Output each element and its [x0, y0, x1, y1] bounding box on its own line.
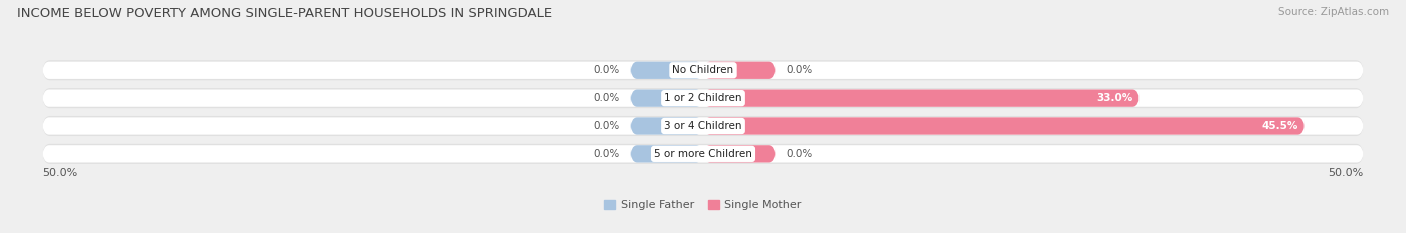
Text: 0.0%: 0.0%: [593, 93, 620, 103]
Text: 33.0%: 33.0%: [1097, 93, 1133, 103]
FancyBboxPatch shape: [42, 117, 1364, 135]
Text: Source: ZipAtlas.com: Source: ZipAtlas.com: [1278, 7, 1389, 17]
Text: 45.5%: 45.5%: [1261, 121, 1298, 131]
FancyBboxPatch shape: [42, 88, 1364, 108]
Text: 50.0%: 50.0%: [42, 168, 77, 178]
FancyBboxPatch shape: [42, 89, 1364, 107]
Text: 5 or more Children: 5 or more Children: [654, 149, 752, 159]
FancyBboxPatch shape: [630, 62, 703, 79]
Text: 0.0%: 0.0%: [593, 149, 620, 159]
Text: 1 or 2 Children: 1 or 2 Children: [664, 93, 742, 103]
Text: 0.0%: 0.0%: [593, 65, 620, 75]
FancyBboxPatch shape: [42, 116, 1364, 136]
FancyBboxPatch shape: [42, 144, 1364, 164]
FancyBboxPatch shape: [703, 89, 1139, 107]
FancyBboxPatch shape: [630, 89, 703, 107]
Text: No Children: No Children: [672, 65, 734, 75]
FancyBboxPatch shape: [630, 145, 703, 162]
FancyBboxPatch shape: [42, 62, 1364, 79]
FancyBboxPatch shape: [42, 60, 1364, 80]
FancyBboxPatch shape: [42, 145, 1364, 162]
FancyBboxPatch shape: [703, 62, 776, 79]
Text: 0.0%: 0.0%: [786, 149, 813, 159]
Text: 50.0%: 50.0%: [1329, 168, 1364, 178]
Text: 3 or 4 Children: 3 or 4 Children: [664, 121, 742, 131]
Text: INCOME BELOW POVERTY AMONG SINGLE-PARENT HOUSEHOLDS IN SPRINGDALE: INCOME BELOW POVERTY AMONG SINGLE-PARENT…: [17, 7, 553, 20]
Text: 0.0%: 0.0%: [593, 121, 620, 131]
FancyBboxPatch shape: [630, 117, 703, 135]
FancyBboxPatch shape: [703, 117, 1305, 135]
Legend: Single Father, Single Mother: Single Father, Single Mother: [605, 200, 801, 210]
Text: 0.0%: 0.0%: [786, 65, 813, 75]
FancyBboxPatch shape: [703, 145, 776, 162]
